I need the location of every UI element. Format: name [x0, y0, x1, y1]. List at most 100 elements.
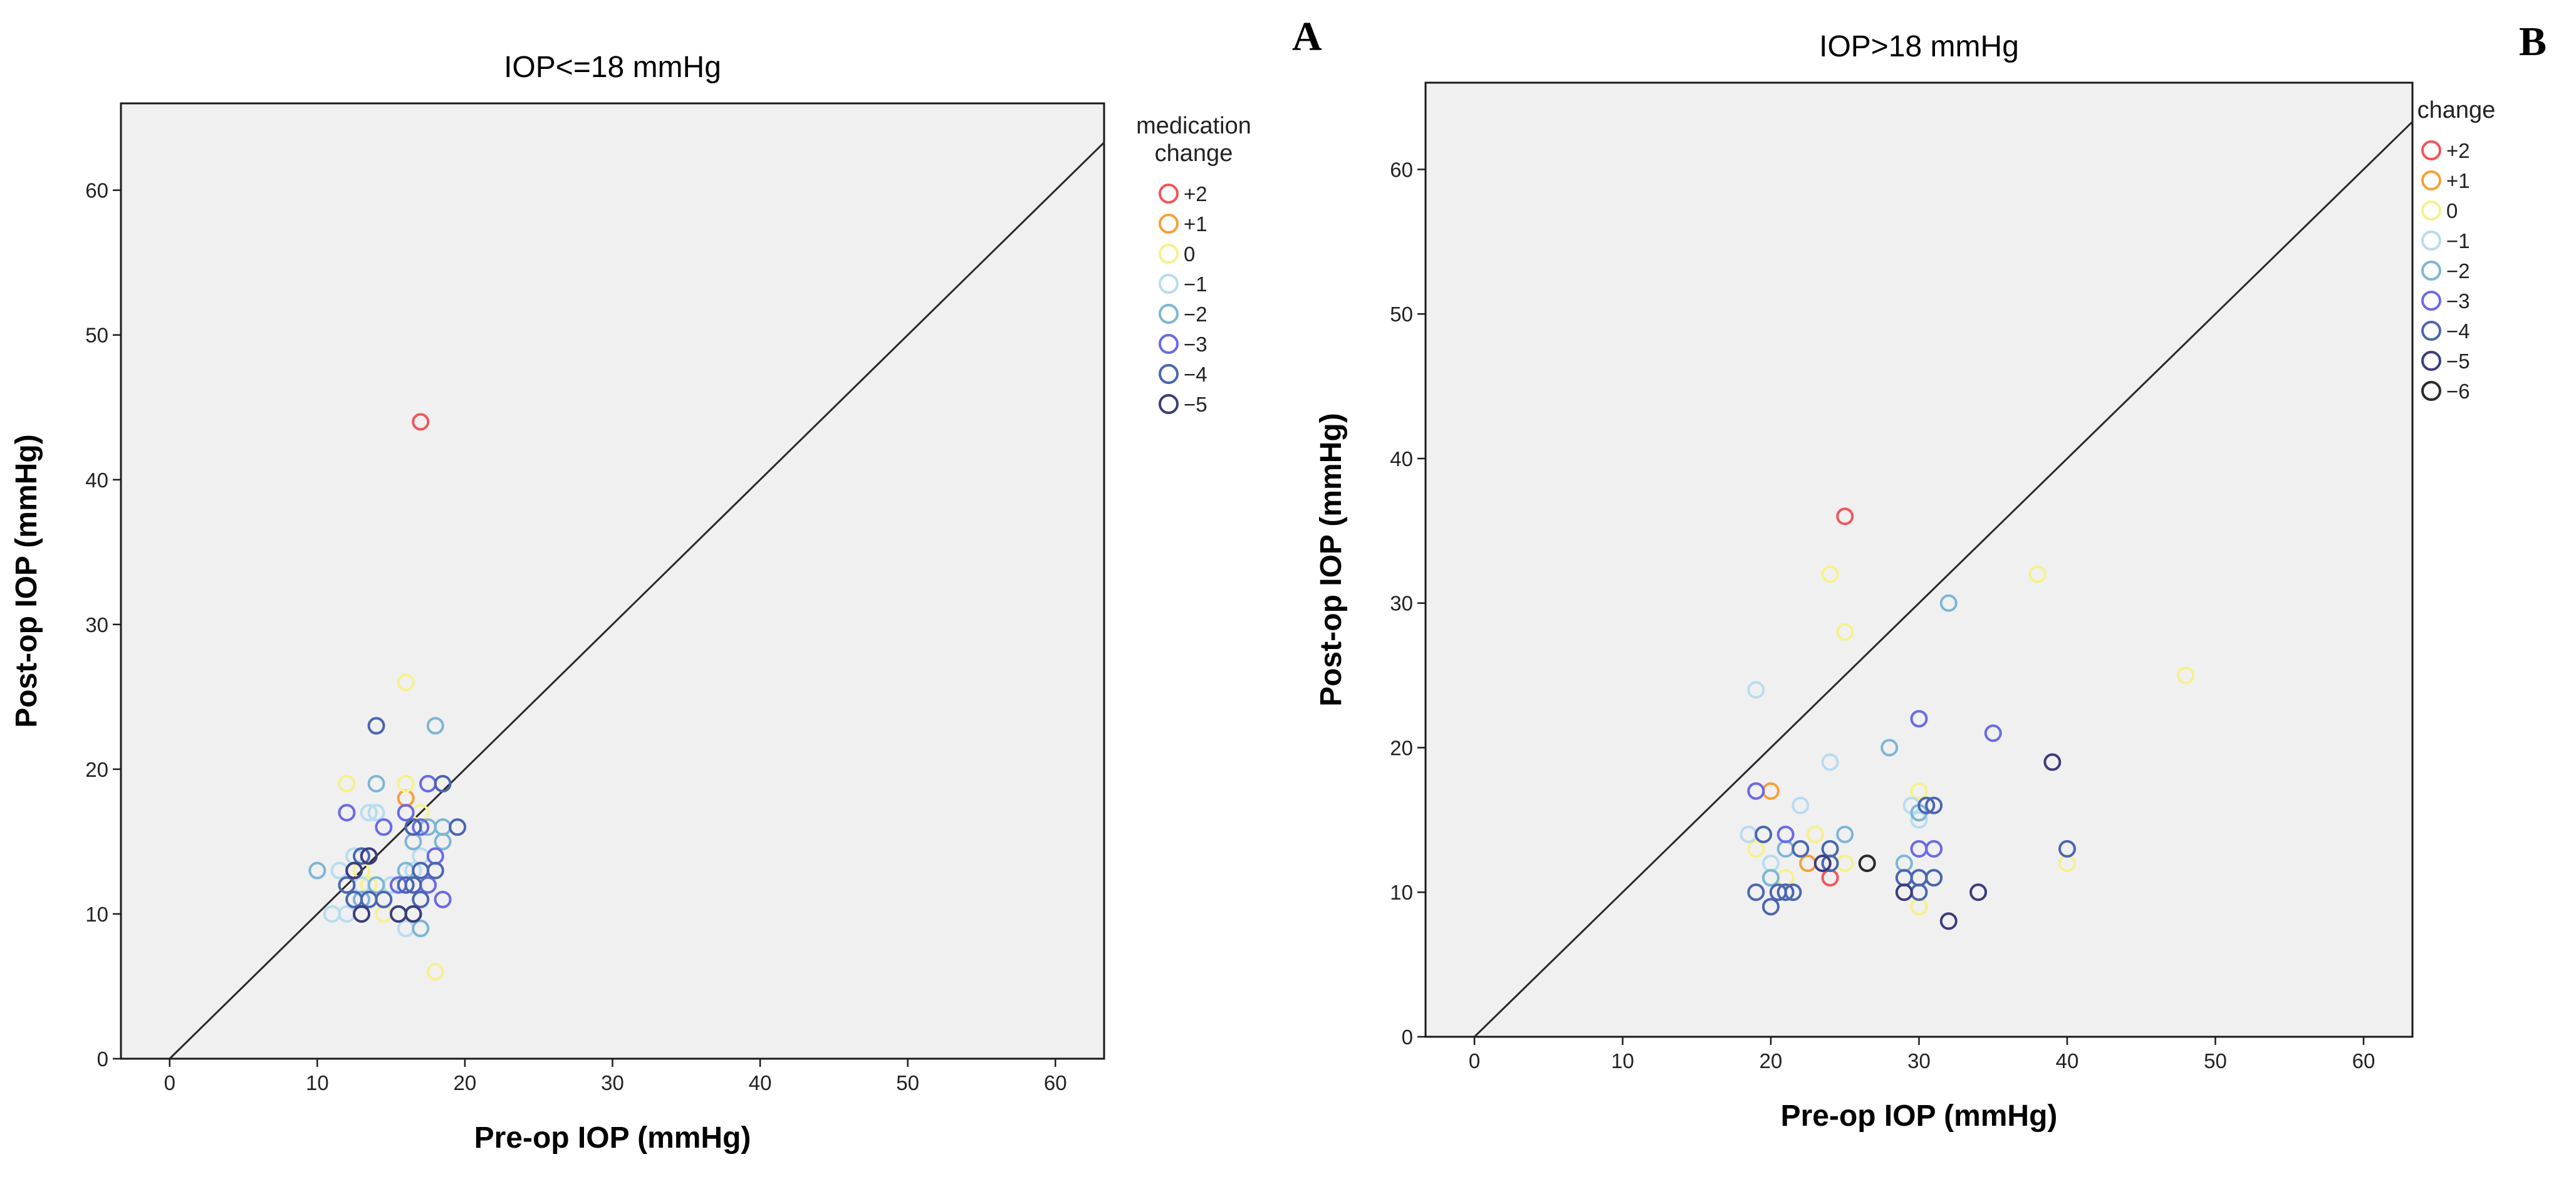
data-point — [434, 774, 452, 792]
y-tick-label: 10 — [1390, 881, 1413, 904]
y-tick-label: 0 — [97, 1047, 108, 1071]
data-point — [367, 717, 385, 735]
legend-label: −1 — [2446, 229, 2470, 252]
data-point — [2058, 840, 2076, 858]
x-axis-label: Pre-op IOP (mmHg) — [474, 1121, 751, 1155]
data-point — [397, 804, 415, 822]
legend: change +2 +1 0 −1 −2 −3 −4 −5 −6 — [2417, 97, 2496, 403]
data-point — [375, 890, 393, 908]
x-tick-label: 20 — [1760, 1049, 1783, 1072]
data-point — [367, 804, 385, 822]
data-point — [412, 890, 430, 908]
y-tick-label: 0 — [1402, 1026, 1413, 1049]
data-point — [412, 920, 430, 938]
legend-marker — [1159, 244, 1179, 264]
x-tick-label: 0 — [1469, 1049, 1480, 1072]
chart-panel-a: 0 10 20 30 40 50 60 0 10 20 30 40 50 60 IOP<=18 mmHg Pr… — [10, 51, 1251, 1155]
data-point — [345, 861, 363, 880]
legend-marker — [2421, 140, 2441, 160]
data-point — [1939, 912, 1958, 930]
data-point — [353, 905, 371, 923]
x-tick-label: 50 — [896, 1071, 919, 1094]
legend-label: −2 — [1184, 303, 1207, 326]
data-point — [338, 774, 356, 792]
data-point — [404, 905, 422, 923]
y-tick-label: 10 — [85, 903, 108, 926]
legend-marker — [2421, 231, 2441, 251]
chart-title: IOP>18 mmHg — [1819, 30, 2019, 63]
data-point — [1821, 854, 1839, 873]
y-tick-label: 30 — [85, 613, 108, 636]
x-tick-label: 40 — [2056, 1049, 2079, 1072]
y-tick-label: 20 — [85, 758, 108, 781]
data-point — [1917, 796, 1936, 814]
data-point — [1895, 883, 1913, 901]
legend-label: 0 — [1184, 242, 1195, 266]
legend-label: +2 — [2446, 139, 2470, 162]
data-point — [1984, 724, 2002, 742]
y-tick-label: 40 — [85, 469, 108, 492]
data-point — [397, 876, 415, 894]
x-tick-label: 40 — [749, 1071, 772, 1094]
legend-marker — [2421, 170, 2441, 190]
chart-panel-b: 0 10 20 30 40 50 60 0 10 20 30 40 50 60 IOP>18 mmHg Pre… — [1315, 30, 2495, 1133]
x-tick-label: 60 — [2352, 1049, 2375, 1072]
legend-label: −5 — [2446, 350, 2470, 373]
data-point — [2028, 565, 2047, 583]
y-tick-label: 50 — [85, 324, 108, 347]
legend-marker — [2421, 321, 2441, 341]
data-point — [1747, 681, 1765, 699]
x-tick-label: 10 — [1611, 1049, 1634, 1072]
data-point — [1806, 825, 1824, 843]
data-point — [434, 833, 452, 851]
data-point — [404, 818, 422, 836]
data-point — [1925, 796, 1943, 814]
data-point — [1910, 782, 1928, 800]
x-tick-label: 30 — [1907, 1049, 1931, 1072]
legend-label: +2 — [1184, 182, 1207, 205]
reference-line — [1473, 121, 2414, 1038]
data-point — [1747, 840, 1765, 858]
legend-marker — [1159, 184, 1179, 204]
legend-marker — [1159, 214, 1179, 234]
data-point — [1880, 739, 1899, 757]
data-point — [1813, 854, 1832, 873]
legend-label: −4 — [1184, 363, 1207, 386]
data-point — [1910, 710, 1928, 728]
legend-label: −6 — [2446, 380, 2470, 403]
reference-line — [169, 142, 1105, 1060]
data-point — [1910, 811, 1928, 829]
legend-marker — [1159, 304, 1179, 324]
legend-title: change — [1155, 140, 1233, 167]
data-point — [1939, 594, 1958, 612]
x-axis-label: Pre-op IOP (mmHg) — [1781, 1099, 2058, 1133]
y-tick-label: 30 — [1390, 592, 1413, 615]
data-point — [1791, 840, 1810, 858]
data-point — [1747, 883, 1765, 901]
data-point — [1836, 507, 1854, 526]
y-axis-label: Post-op IOP (mmHg) — [10, 434, 43, 727]
panel-letter-a: A — [1292, 14, 1322, 60]
legend-marker — [2421, 261, 2441, 281]
data-point — [2043, 753, 2062, 771]
data-point — [360, 847, 378, 865]
x-tick-label: 20 — [454, 1071, 477, 1094]
data-point — [367, 876, 385, 894]
data-point — [1858, 854, 1876, 873]
data-point — [308, 861, 326, 880]
data-point — [1925, 869, 1943, 887]
legend-marker — [1159, 394, 1179, 414]
data-point — [1836, 825, 1854, 843]
data-point — [397, 673, 415, 692]
legend-label: −4 — [2446, 319, 2470, 343]
data-point — [1762, 869, 1780, 887]
y-tick-label: 60 — [85, 179, 108, 202]
data-point — [1821, 753, 1839, 771]
data-point — [426, 963, 444, 981]
legend-marker — [2421, 381, 2441, 401]
legend-label: −1 — [1184, 273, 1207, 296]
legend-label: +1 — [2446, 169, 2470, 192]
data-point — [360, 804, 378, 822]
data-point — [1836, 623, 1854, 641]
